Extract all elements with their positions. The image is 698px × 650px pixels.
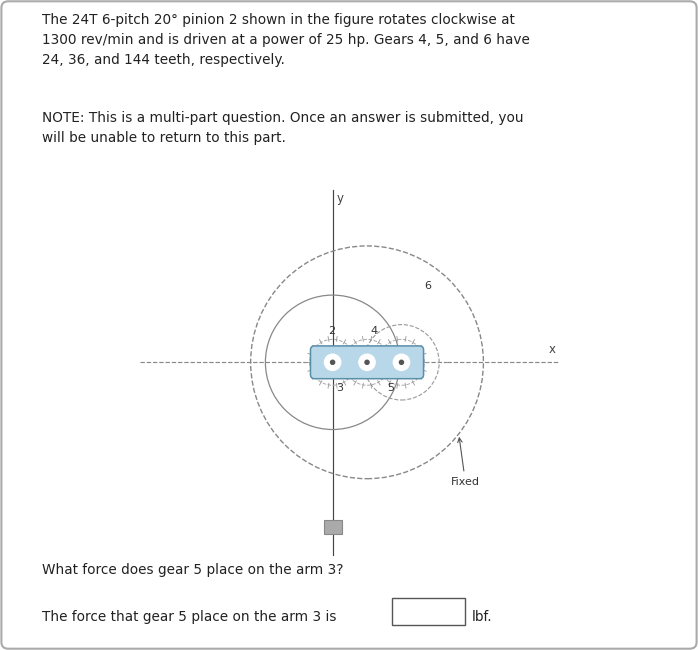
Text: y: y [336, 192, 343, 205]
Text: 6: 6 [424, 281, 431, 291]
FancyBboxPatch shape [392, 598, 465, 625]
Text: Fixed: Fixed [451, 438, 480, 486]
Circle shape [365, 360, 369, 365]
Text: x: x [549, 343, 556, 356]
Text: 5: 5 [387, 383, 394, 393]
Text: What force does gear 5 place on the arm 3?: What force does gear 5 place on the arm … [42, 563, 343, 577]
Circle shape [325, 354, 341, 370]
Text: 2: 2 [329, 326, 336, 335]
FancyBboxPatch shape [311, 346, 424, 379]
Circle shape [331, 360, 334, 365]
Text: lbf.: lbf. [472, 610, 493, 624]
Bar [324, 519, 341, 534]
Text: The 24T 6-pitch 20° pinion 2 shown in the figure rotates clockwise at
1300 rev/m: The 24T 6-pitch 20° pinion 2 shown in th… [42, 13, 530, 67]
Circle shape [359, 354, 376, 370]
Circle shape [399, 360, 403, 365]
Text: The force that gear 5 place on the arm 3 is: The force that gear 5 place on the arm 3… [42, 610, 336, 624]
Text: NOTE: This is a multi-part question. Once an answer is submitted, you
will be un: NOTE: This is a multi-part question. Onc… [42, 111, 524, 145]
Text: 4: 4 [371, 326, 378, 335]
Text: 3: 3 [336, 383, 343, 393]
Circle shape [393, 354, 410, 370]
